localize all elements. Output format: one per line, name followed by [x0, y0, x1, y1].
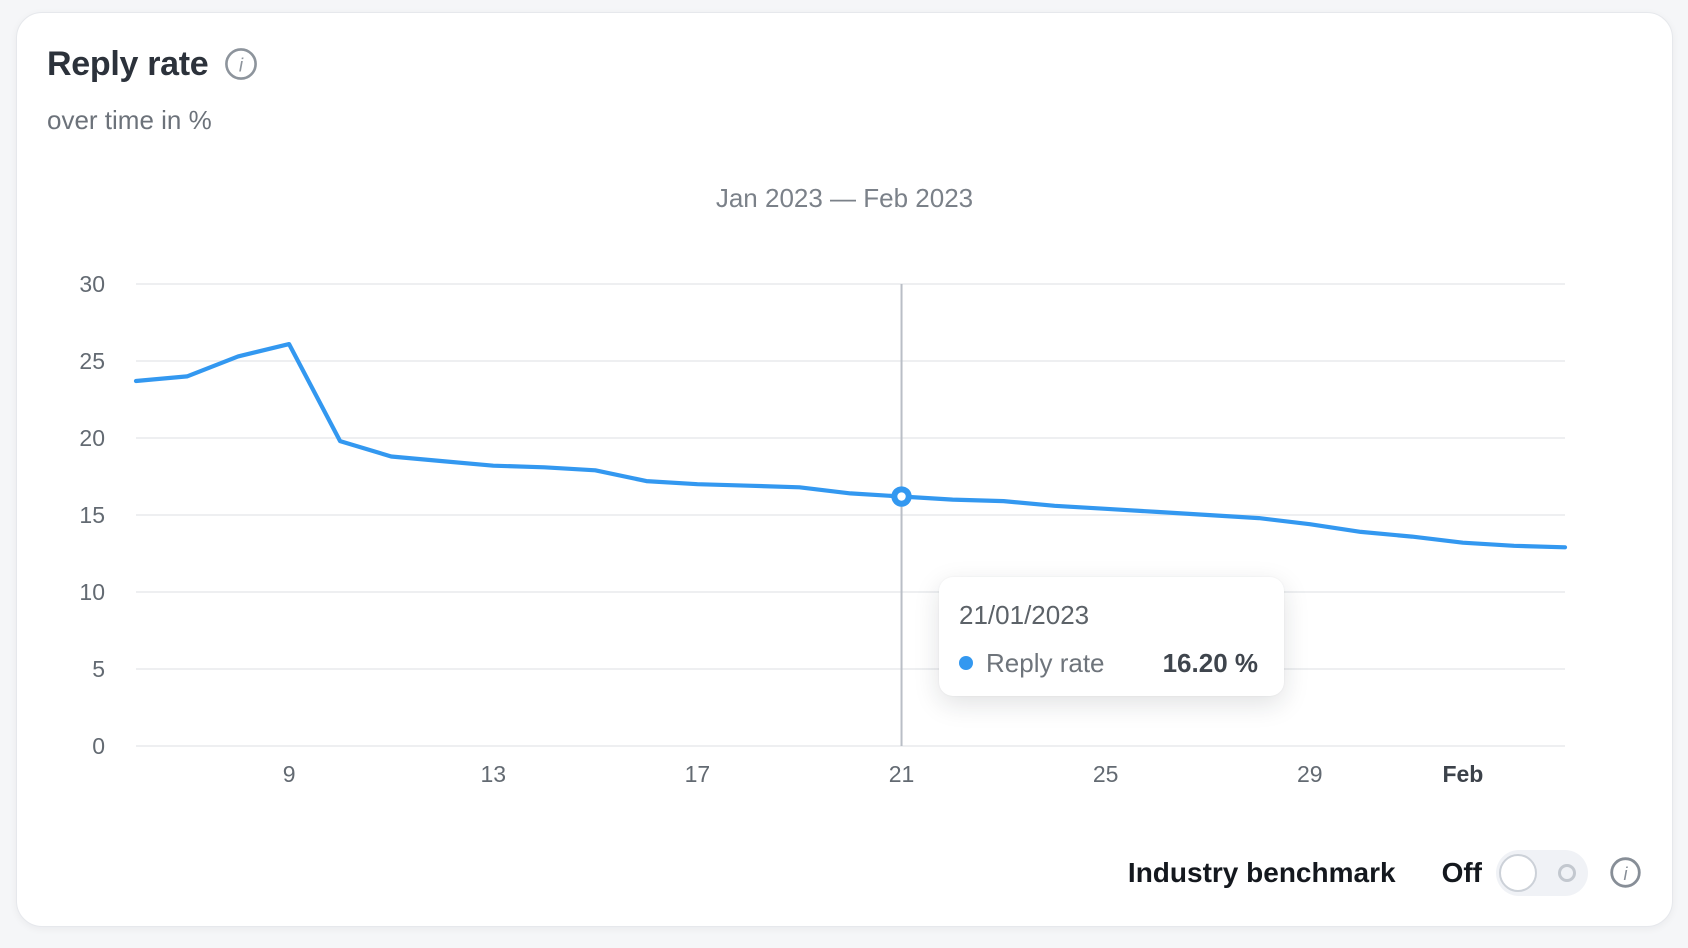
- chart-range-title: Jan 2023 — Feb 2023: [715, 183, 974, 213]
- y-axis-tick-label: 30: [79, 271, 105, 297]
- benchmark-toggle[interactable]: [1496, 849, 1588, 896]
- toggle-knob[interactable]: [1499, 853, 1537, 892]
- reply-rate-line-chart[interactable]: 0 5 10 15 20 25 30 9 13 17 21 25 29 Feb: [17, 13, 1674, 928]
- toggle-ring-icon: [1558, 863, 1576, 882]
- x-axis-tick-label: Feb: [1442, 761, 1483, 787]
- y-axis-tick-label: 25: [79, 348, 105, 374]
- y-axis-tick-label: 15: [79, 502, 105, 528]
- chart-subtitle: over time in %: [47, 105, 212, 135]
- x-axis-tick-label: 25: [1093, 761, 1119, 787]
- tooltip-series-row: Reply rate 16.20 %: [959, 650, 1258, 676]
- benchmark-controls: Industry benchmark Off i: [1128, 849, 1642, 896]
- y-axis-tick-label: 20: [79, 425, 105, 451]
- highlighted-point-marker-center: [897, 492, 906, 501]
- x-axis-tick-label: 9: [283, 761, 296, 787]
- tooltip-series-label: Reply rate: [986, 648, 1105, 678]
- benchmark-state: Off: [1441, 856, 1482, 888]
- y-axis-tick-label: 0: [92, 733, 105, 759]
- chart-tooltip: 21/01/2023 Reply rate 16.20 %: [939, 577, 1284, 696]
- reply-rate-line: [133, 342, 1568, 550]
- x-axis-tick-label: 21: [889, 761, 915, 787]
- page-title: Reply rate: [47, 45, 209, 83]
- y-axis-tick-label: 5: [92, 656, 105, 682]
- svg-text:i: i: [239, 56, 244, 77]
- reply-rate-card: 0 5 10 15 20 25 30 9 13 17 21 25 29 Feb Reply rate i …: [16, 12, 1673, 927]
- tooltip-date: 21/01/2023: [959, 600, 1090, 630]
- card-header: Reply rate i: [47, 47, 258, 81]
- svg-text:i: i: [1624, 864, 1629, 884]
- title-info-icon[interactable]: i: [224, 47, 258, 81]
- benchmark-info-icon[interactable]: i: [1609, 856, 1642, 889]
- x-axis-tick-label: 17: [685, 761, 711, 787]
- x-axis-tick-label: 13: [480, 761, 506, 787]
- benchmark-label: Industry benchmark: [1127, 856, 1396, 888]
- y-axis-tick-label: 10: [79, 579, 105, 605]
- x-axis-tick-label: 29: [1297, 761, 1323, 787]
- series-dot-icon: [959, 656, 973, 670]
- tooltip-value: 16.20 %: [1162, 648, 1258, 678]
